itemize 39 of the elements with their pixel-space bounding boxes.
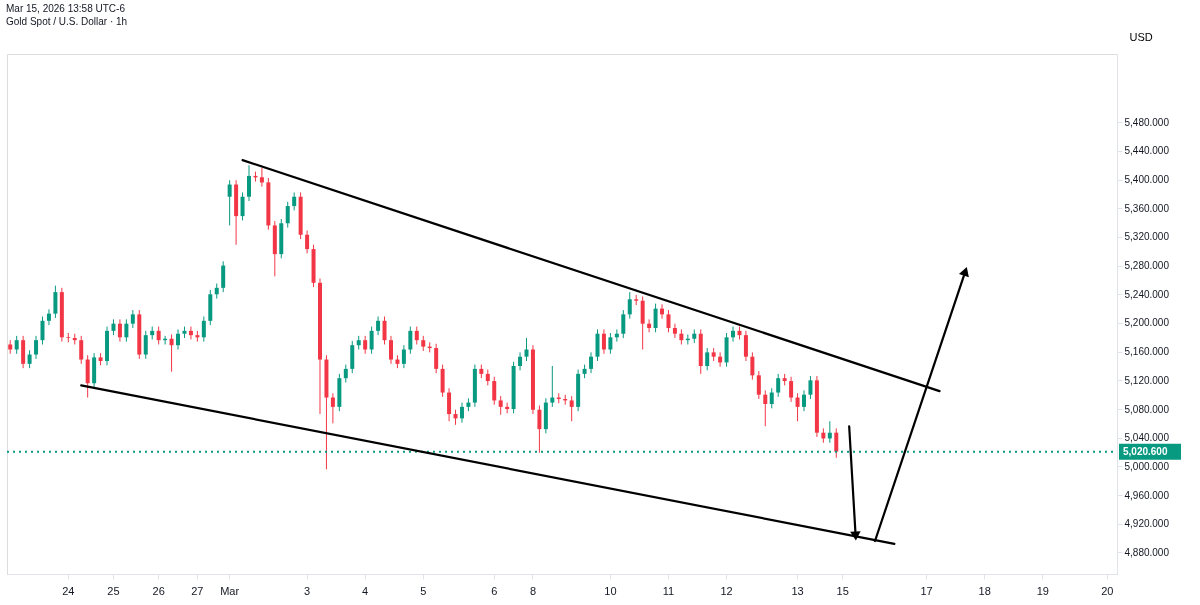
x-tick-label: 13 (791, 584, 804, 597)
y-tick-label: 5,240.000 (1124, 288, 1170, 300)
y-tick-label: 5,200.000 (1124, 317, 1170, 329)
y-tick-label: 4,920.000 (1124, 518, 1170, 530)
y-tick-label: 5,400.000 (1124, 174, 1170, 186)
x-tick-label: 5 (420, 584, 427, 597)
y-tick-label: 5,000.000 (1124, 460, 1170, 472)
text: Mar 15, 2026 13:58 UTC-6 (6, 3, 126, 14)
chart-title: Gold Spot / U.S. Dollar · 1h (6, 16, 128, 27)
x-tick-label: 19 (1036, 584, 1049, 597)
x-tick-label: 15 (836, 584, 849, 597)
y-tick-label: 5,440.000 (1124, 145, 1170, 157)
x-tick-label: 10 (604, 584, 617, 597)
y-tick-label: 5,040.000 (1124, 432, 1170, 444)
x-tick-label: 4 (362, 584, 369, 597)
y-tick-label: 5,120.000 (1124, 374, 1170, 386)
y-tick-label: 5,480.000 (1124, 116, 1170, 128)
y-tick-label: 5,280.000 (1124, 260, 1170, 272)
x-tick-label: 20 (1101, 584, 1114, 597)
x-tick-label: Mar (220, 584, 240, 597)
y-tick-label: 5,360.000 (1124, 202, 1170, 214)
x-tick-label: 26 (152, 584, 165, 597)
x-tick-label: 24 (62, 584, 75, 597)
x-tick-label: 27 (191, 584, 204, 597)
x-tick-label: 3 (304, 584, 311, 597)
y-tick-label: 4,960.000 (1124, 489, 1170, 501)
y-axis-title: USD (1129, 30, 1153, 43)
x-tick-label: 17 (920, 584, 933, 597)
y-tick-label: 5,320.000 (1124, 231, 1170, 243)
x-tick-label: 6 (491, 584, 498, 597)
x-tick-label: 18 (978, 584, 991, 597)
x-tick-label: 12 (720, 584, 733, 597)
y-tick-label: 5,080.000 (1124, 403, 1170, 415)
x-tick-label: 25 (107, 584, 120, 597)
y-tick-label: 4,880.000 (1124, 546, 1170, 558)
ref-line-label: 5,020.600 (1123, 445, 1168, 457)
x-tick-label: 11 (662, 584, 675, 597)
x-tick-label: 8 (529, 584, 537, 597)
y-tick-label: 5,160.000 (1124, 346, 1170, 358)
